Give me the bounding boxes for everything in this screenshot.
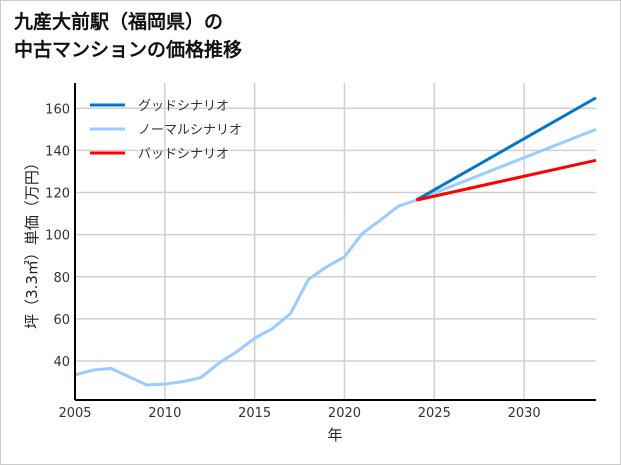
- title-line-1: 九産大前駅（福岡県）の: [14, 11, 224, 33]
- y-tick-label: 40: [53, 355, 70, 370]
- legend-label: グッドシナリオ: [138, 99, 229, 114]
- series-line-2: [416, 158, 597, 202]
- x-tick-label: 2010: [148, 406, 181, 421]
- chart-title: 九産大前駅（福岡県）の 中古マンションの価格推移: [14, 8, 242, 64]
- x-tick-label: 2025: [418, 406, 451, 421]
- y-tick-label: 60: [53, 313, 70, 328]
- y-tick-label: 140: [45, 144, 70, 159]
- x-tick-label: 2030: [508, 406, 541, 421]
- series-line-1: [74, 127, 597, 387]
- y-tick-label: 80: [53, 271, 70, 286]
- legend-label: ノーマルシナリオ: [138, 123, 242, 138]
- x-tick-label: 2005: [58, 406, 91, 421]
- x-tick-label: 2015: [238, 406, 271, 421]
- title-line-2: 中古マンションの価格推移: [14, 39, 243, 61]
- y-tick-label: 160: [45, 102, 70, 117]
- x-axis-label: 年: [327, 426, 342, 444]
- y-tick-label: 120: [45, 187, 70, 202]
- series-line-0: [415, 96, 597, 202]
- y-tick-label: 100: [45, 229, 70, 244]
- y-axis-label: 坪（3.3㎡）単価（万円）: [23, 155, 41, 329]
- legend-label: バッドシナリオ: [138, 147, 229, 162]
- x-tick-label: 2020: [328, 406, 361, 421]
